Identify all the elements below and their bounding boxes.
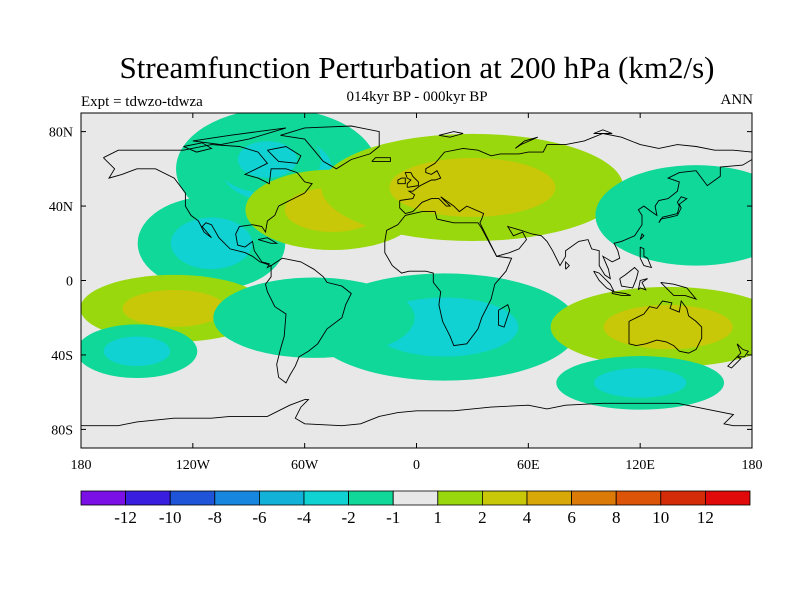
colorbar-label: 10 bbox=[652, 508, 669, 527]
colorbar-box bbox=[169, 490, 216, 506]
colorbar-box bbox=[571, 490, 617, 506]
season-label: ANN bbox=[720, 92, 754, 108]
x-axis: 180 120W 60W 0 60E 120E 180 bbox=[71, 113, 763, 473]
colorbar-box bbox=[80, 490, 126, 506]
coastline-11 bbox=[736, 343, 750, 358]
coastline-20 bbox=[565, 260, 570, 270]
coastline-0 bbox=[103, 144, 313, 269]
x-tick-label: 180 bbox=[742, 458, 763, 473]
anomaly-core-7 bbox=[258, 295, 370, 340]
y-tick-label: 80S bbox=[51, 423, 73, 438]
colorbar-box bbox=[303, 490, 349, 506]
colorbar-box bbox=[437, 490, 483, 506]
coastline-14 bbox=[619, 266, 639, 289]
coastline-1 bbox=[280, 125, 380, 170]
colorbar-label: 12 bbox=[697, 508, 714, 527]
coastline-5 bbox=[399, 133, 752, 280]
coastline-10 bbox=[628, 299, 703, 354]
coastline-8 bbox=[371, 157, 391, 162]
coastline-23 bbox=[192, 127, 287, 146]
colorbar-box bbox=[660, 490, 706, 506]
coastline-24 bbox=[183, 142, 213, 153]
colorbar-box bbox=[481, 490, 528, 506]
anomaly-core-1 bbox=[237, 141, 297, 178]
colorbar-label: -4 bbox=[297, 508, 312, 527]
colorbar-box bbox=[526, 490, 572, 506]
coastline-17 bbox=[637, 278, 648, 291]
coastline-9 bbox=[658, 196, 688, 224]
coastlines bbox=[81, 125, 752, 427]
coastline-3 bbox=[384, 211, 513, 347]
coastline-19 bbox=[639, 233, 645, 240]
anomaly-core-4 bbox=[389, 157, 556, 217]
colorbar-box bbox=[125, 490, 171, 506]
colorbar-box bbox=[258, 490, 305, 506]
colorbar-label: 6 bbox=[567, 508, 576, 527]
anomaly-core-5 bbox=[122, 289, 226, 327]
x-tick-label: 120E bbox=[625, 458, 655, 473]
colorbar-label: -10 bbox=[159, 508, 182, 527]
x-tick-label: 0 bbox=[413, 458, 420, 473]
colorbar-label: -2 bbox=[342, 508, 356, 527]
coastline-4 bbox=[498, 304, 511, 328]
x-tick-label: 60W bbox=[291, 458, 319, 473]
y-tick-label: 40N bbox=[49, 200, 73, 215]
map-subtitle: 014kyr BP - 000kyr BP bbox=[346, 89, 488, 105]
x-tick-label: 180 bbox=[71, 458, 92, 473]
coastline-26 bbox=[515, 136, 538, 149]
colorbar: -12 -10 -8 -6 -4 -2 -1 1 2 4 6 8 10 12 bbox=[80, 490, 751, 527]
coastline-16 bbox=[611, 291, 631, 296]
anomaly-core-10 bbox=[594, 368, 687, 398]
coastline-6 bbox=[404, 172, 419, 188]
colorbar-box bbox=[348, 490, 394, 506]
colorbar-label: -12 bbox=[114, 508, 137, 527]
colorbar-label: 4 bbox=[523, 508, 532, 527]
colorbar-label: 8 bbox=[612, 508, 621, 527]
colorbar-label: -8 bbox=[208, 508, 222, 527]
experiment-label: Expt = tdwzo-tdwza bbox=[81, 94, 203, 110]
coastline-2 bbox=[265, 257, 352, 384]
colorbar-box bbox=[705, 490, 751, 506]
map-title: Streamfunction Perturbation at 200 hPa (… bbox=[119, 50, 715, 85]
coastline-21 bbox=[257, 237, 279, 244]
x-tick-label: 60E bbox=[517, 458, 540, 473]
anomaly-field bbox=[81, 113, 752, 410]
y-tick-label: 40S bbox=[51, 349, 73, 364]
coastline-7 bbox=[397, 177, 406, 185]
colorbar-label: 2 bbox=[478, 508, 487, 527]
y-tick-label: 0 bbox=[66, 275, 73, 290]
anomaly-core-9 bbox=[103, 336, 171, 366]
coastline-27 bbox=[593, 129, 613, 134]
colorbar-label: -1 bbox=[386, 508, 400, 527]
coastline-13 bbox=[660, 281, 698, 301]
colorbar-box bbox=[615, 490, 662, 506]
coastline-12 bbox=[727, 356, 742, 369]
anomaly-core-2 bbox=[170, 217, 253, 270]
coastline-18 bbox=[639, 246, 653, 269]
coastline-25 bbox=[438, 131, 464, 138]
colorbar-box bbox=[214, 490, 260, 506]
colorbar-box bbox=[392, 490, 439, 506]
y-tick-label: 80N bbox=[49, 126, 73, 141]
y-axis: 80N 40N 0 40S 80S bbox=[49, 126, 752, 438]
colorbar-label: 1 bbox=[434, 508, 443, 527]
anomaly-core-8 bbox=[603, 304, 733, 350]
x-tick-label: 120W bbox=[176, 458, 211, 473]
colorbar-label: -6 bbox=[252, 508, 266, 527]
coastline-28 bbox=[81, 399, 752, 427]
coastline-22 bbox=[267, 146, 302, 164]
anomaly-core-11 bbox=[640, 187, 752, 243]
